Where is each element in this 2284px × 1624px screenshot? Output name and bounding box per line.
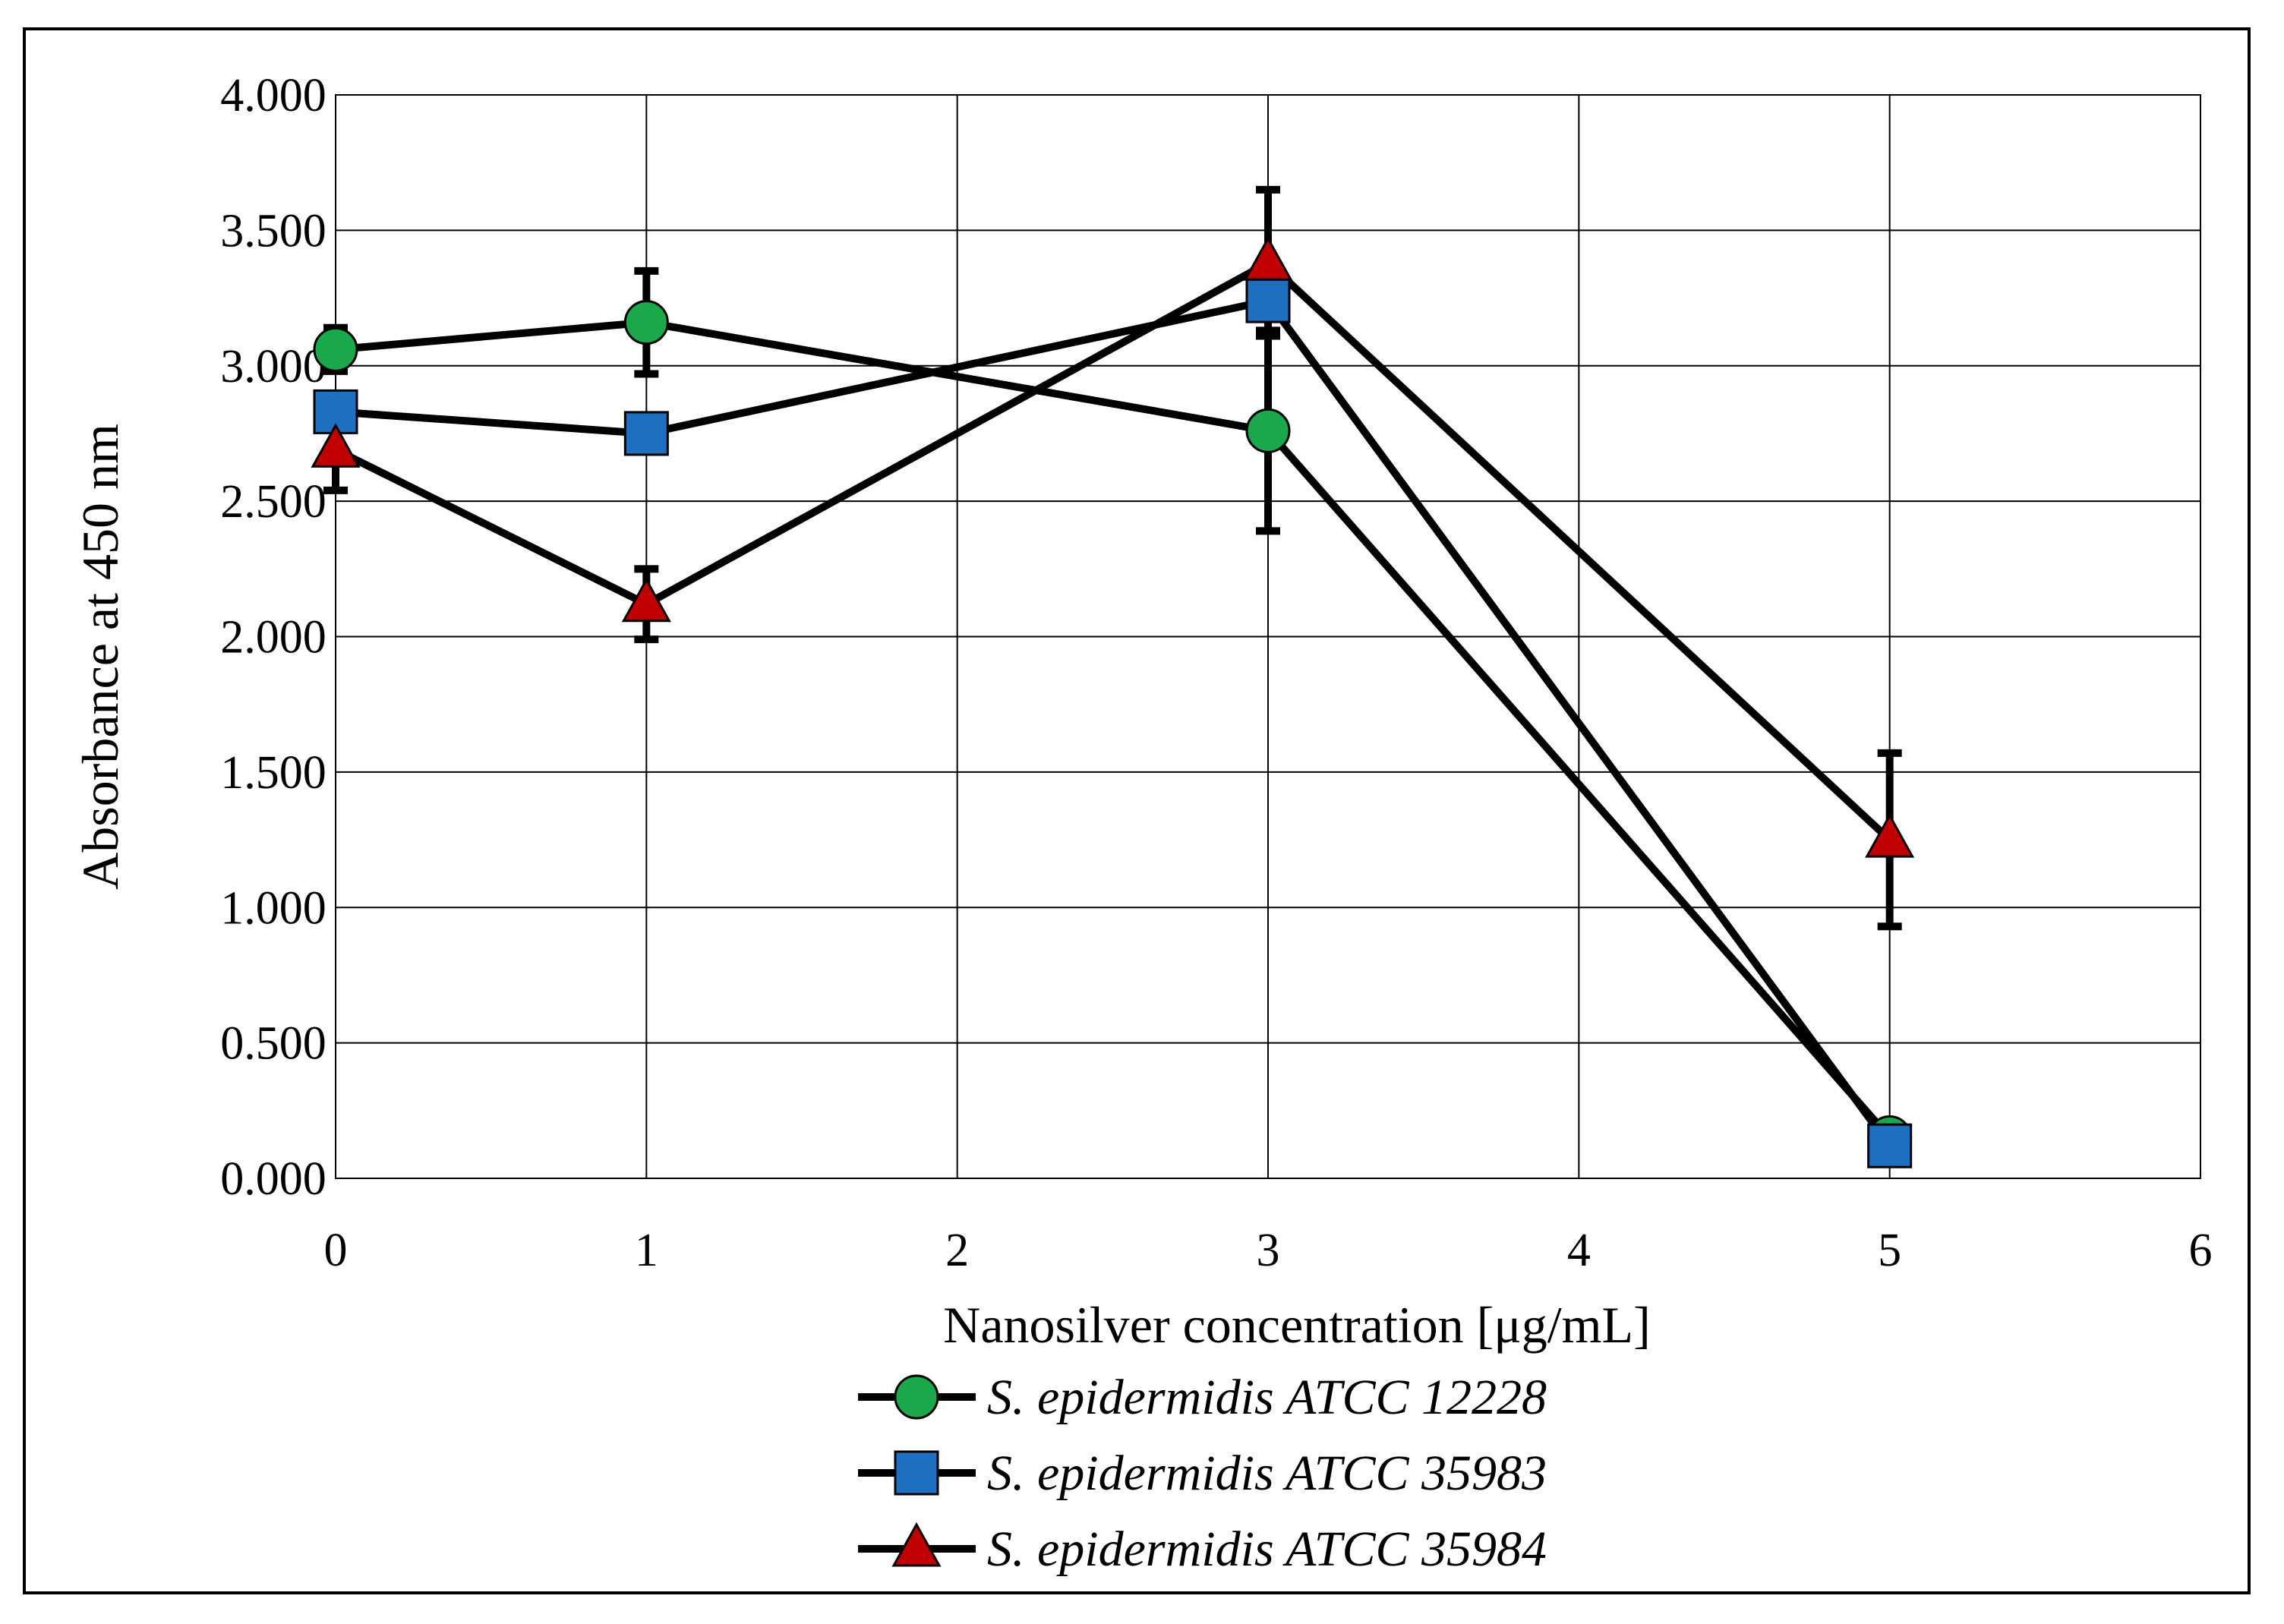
y-tick-label: 0.500: [220, 1018, 327, 1070]
square-data-point: [1867, 1123, 1913, 1168]
x-tick-label: 4: [1567, 1225, 1591, 1276]
y-tick-label: 3.000: [220, 341, 327, 393]
series: [311, 185, 1915, 1168]
x-tick-label: 3: [1257, 1225, 1280, 1276]
legend: S. epidermidis ATCC 12228 S. epidermidis …: [858, 1370, 1547, 1577]
legend-label: S. epidermidis ATCC 35984: [987, 1522, 1547, 1577]
y-tick-label: 0.000: [220, 1153, 327, 1205]
y-tick-label: 1.500: [220, 747, 327, 799]
plot-area-border: [335, 94, 2201, 1179]
x-axis-title: Nanosilver concentration [μg/mL]: [943, 1296, 1650, 1354]
triangle-data-point: [621, 577, 671, 623]
legend-square-marker: [894, 1450, 939, 1496]
triangle-data-point: [311, 423, 361, 468]
x-tick-label: 2: [945, 1225, 969, 1276]
series-markers-1: [313, 278, 1913, 1168]
x-tick-label: 0: [324, 1225, 348, 1276]
circle-data-point: [623, 300, 669, 345]
series-line-0: [335, 318, 1893, 1140]
x-tick-label: 5: [1878, 1225, 1901, 1276]
axes: [335, 94, 2201, 1179]
y-tick-label: 2.500: [220, 476, 327, 528]
tick-labels: 0.000 0.500 1.000 1.500 2.000 2.500 3.000 3.500…: [220, 70, 2212, 1276]
legend-circle-marker: [894, 1374, 939, 1420]
y-tick-label: 3.500: [220, 205, 327, 257]
x-tick-label: 6: [2189, 1225, 2213, 1276]
square-data-point: [1245, 278, 1291, 323]
legend-item-1: S. epidermidis ATCC 35983: [858, 1446, 1547, 1501]
y-tick-label: 1.000: [220, 882, 327, 934]
circle-data-point: [313, 326, 358, 372]
legend-triangle-marker: [891, 1522, 942, 1567]
series-line-2: [333, 259, 1893, 843]
legend-item-2: S. epidermidis ATCC 35984: [858, 1522, 1547, 1577]
y-tick-label: 2.000: [220, 612, 327, 664]
series-markers-2: [311, 236, 1915, 858]
triangle-data-point: [1243, 236, 1293, 281]
x-tick-label: 1: [635, 1225, 658, 1276]
series-line-1: [335, 297, 1893, 1149]
y-axis-title: Absorbance at 450 nm: [71, 424, 129, 890]
circle-data-point: [1245, 408, 1291, 453]
series-error-bars-1: [323, 261, 1902, 1156]
square-data-point: [623, 411, 669, 456]
y-tick-label: 4.000: [220, 70, 327, 121]
legend-label: S. epidermidis ATCC 35983: [987, 1446, 1547, 1501]
chart-frame: [23, 27, 2251, 1594]
legend-item-0: S. epidermidis ATCC 12228: [858, 1370, 1547, 1425]
legend-label: S. epidermidis ATCC 12228: [987, 1370, 1547, 1425]
triangle-data-point: [1865, 812, 1915, 858]
